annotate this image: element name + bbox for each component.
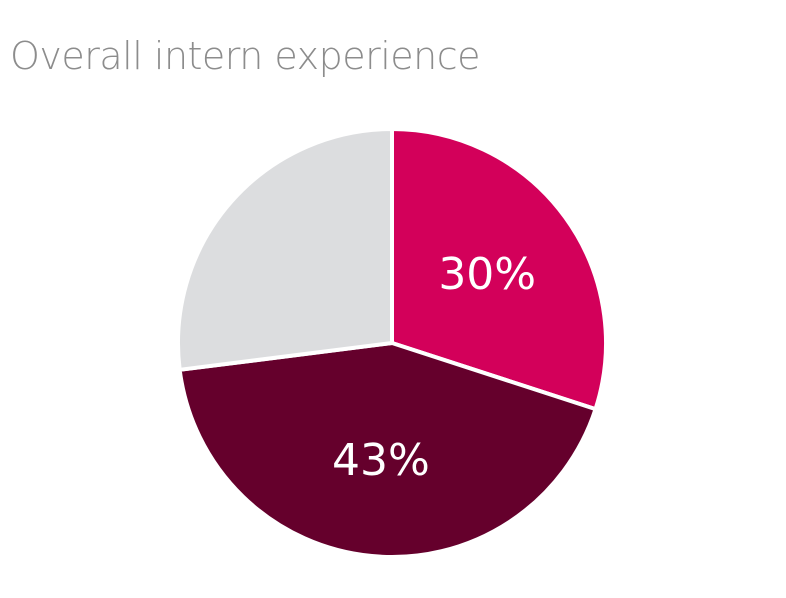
pie-slice: [177, 341, 598, 559]
chart-title: Overall intern experience: [10, 34, 481, 78]
pie-slice: [390, 127, 608, 412]
slice-label: 43%: [332, 435, 430, 486]
slice-label: 30%: [438, 249, 536, 300]
pie-slice: [176, 127, 394, 372]
